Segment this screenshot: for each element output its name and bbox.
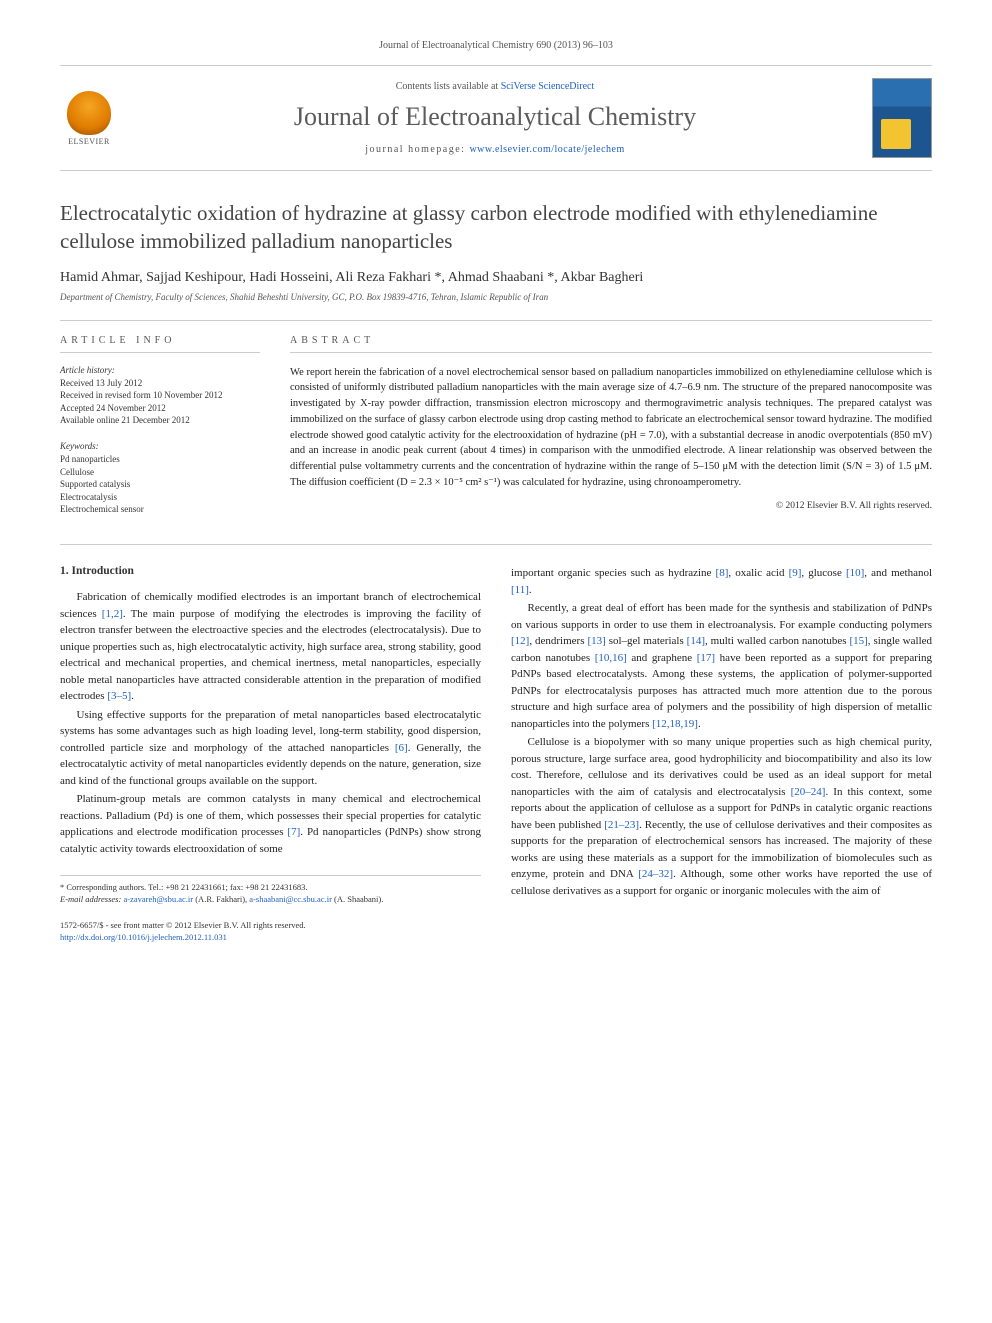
article-info-column: ARTICLE INFO Article history: Received 1… (60, 335, 260, 516)
abstract-label: ABSTRACT (290, 335, 932, 353)
body-paragraph: Fabrication of chemically modified elect… (60, 589, 481, 705)
keyword: Electrochemical sensor (60, 503, 260, 516)
author-list: Hamid Ahmar, Sajjad Keshipour, Hadi Hoss… (60, 270, 932, 286)
keywords-title: Keywords: (60, 441, 260, 451)
article-info-label: ARTICLE INFO (60, 335, 260, 353)
abstract-column: ABSTRACT We report herein the fabricatio… (290, 335, 932, 516)
body-paragraph: important organic species such as hydraz… (511, 565, 932, 598)
masthead: ELSEVIER Contents lists available at Sci… (60, 65, 932, 171)
contents-available-line: Contents lists available at SciVerse Sci… (136, 81, 854, 92)
body-paragraph: Platinum-group metals are common catalys… (60, 791, 481, 857)
right-column: important organic species such as hydraz… (511, 565, 932, 944)
history-title: Article history: (60, 365, 260, 375)
body-paragraph: Using effective supports for the prepara… (60, 707, 481, 790)
homepage-prefix: journal homepage: (365, 144, 469, 155)
body-two-columns: 1. Introduction Fabrication of chemicall… (60, 544, 932, 944)
keyword: Electrocatalysis (60, 491, 260, 504)
email-label: E-mail addresses: (60, 894, 121, 904)
masthead-center: Contents lists available at SciVerse Sci… (136, 81, 854, 155)
footnotes: * Corresponding authors. Tel.: +98 21 22… (60, 875, 481, 906)
journal-title: Journal of Electroanalytical Chemistry (136, 102, 854, 132)
bottom-meta: 1572-6657/$ - see front matter © 2012 El… (60, 920, 481, 944)
affiliation: Department of Chemistry, Faculty of Scie… (60, 292, 932, 302)
contents-prefix: Contents lists available at (396, 81, 501, 92)
elsevier-label: ELSEVIER (68, 137, 110, 146)
header-citation: Journal of Electroanalytical Chemistry 6… (60, 40, 932, 51)
info-abstract-row: ARTICLE INFO Article history: Received 1… (60, 320, 932, 516)
issn-line: 1572-6657/$ - see front matter © 2012 El… (60, 920, 481, 932)
history-line: Received in revised form 10 November 201… (60, 389, 260, 402)
corresponding-author-note: * Corresponding authors. Tel.: +98 21 22… (60, 882, 481, 894)
journal-cover-thumbnail (872, 78, 932, 158)
homepage-line: journal homepage: www.elsevier.com/locat… (136, 144, 854, 155)
keyword: Supported catalysis (60, 478, 260, 491)
history-line: Available online 21 December 2012 (60, 414, 260, 427)
email-line: E-mail addresses: a-zavareh@sbu.ac.ir (A… (60, 894, 481, 906)
history-line: Accepted 24 November 2012 (60, 402, 260, 415)
section-heading-introduction: 1. Introduction (60, 565, 481, 577)
keywords-block: Keywords: Pd nanoparticles Cellulose Sup… (60, 441, 260, 516)
article-title: Electrocatalytic oxidation of hydrazine … (60, 199, 932, 256)
body-paragraph: Recently, a great deal of effort has bee… (511, 600, 932, 732)
history-line: Received 13 July 2012 (60, 377, 260, 390)
body-paragraph: Cellulose is a biopolymer with so many u… (511, 734, 932, 899)
abstract-copyright: © 2012 Elsevier B.V. All rights reserved… (290, 501, 932, 511)
left-column: 1. Introduction Fabrication of chemicall… (60, 565, 481, 944)
sciencedirect-link[interactable]: SciVerse ScienceDirect (501, 81, 595, 92)
elsevier-tree-icon (67, 91, 111, 135)
keyword: Cellulose (60, 466, 260, 479)
doi-link[interactable]: http://dx.doi.org/10.1016/j.jelechem.201… (60, 932, 227, 942)
keyword: Pd nanoparticles (60, 453, 260, 466)
abstract-text: We report herein the fabrication of a no… (290, 365, 932, 491)
elsevier-logo: ELSEVIER (60, 86, 118, 150)
homepage-link[interactable]: www.elsevier.com/locate/jelechem (469, 144, 624, 155)
email-addresses: a-zavareh@sbu.ac.ir (A.R. Fakhari), a-sh… (121, 894, 383, 904)
